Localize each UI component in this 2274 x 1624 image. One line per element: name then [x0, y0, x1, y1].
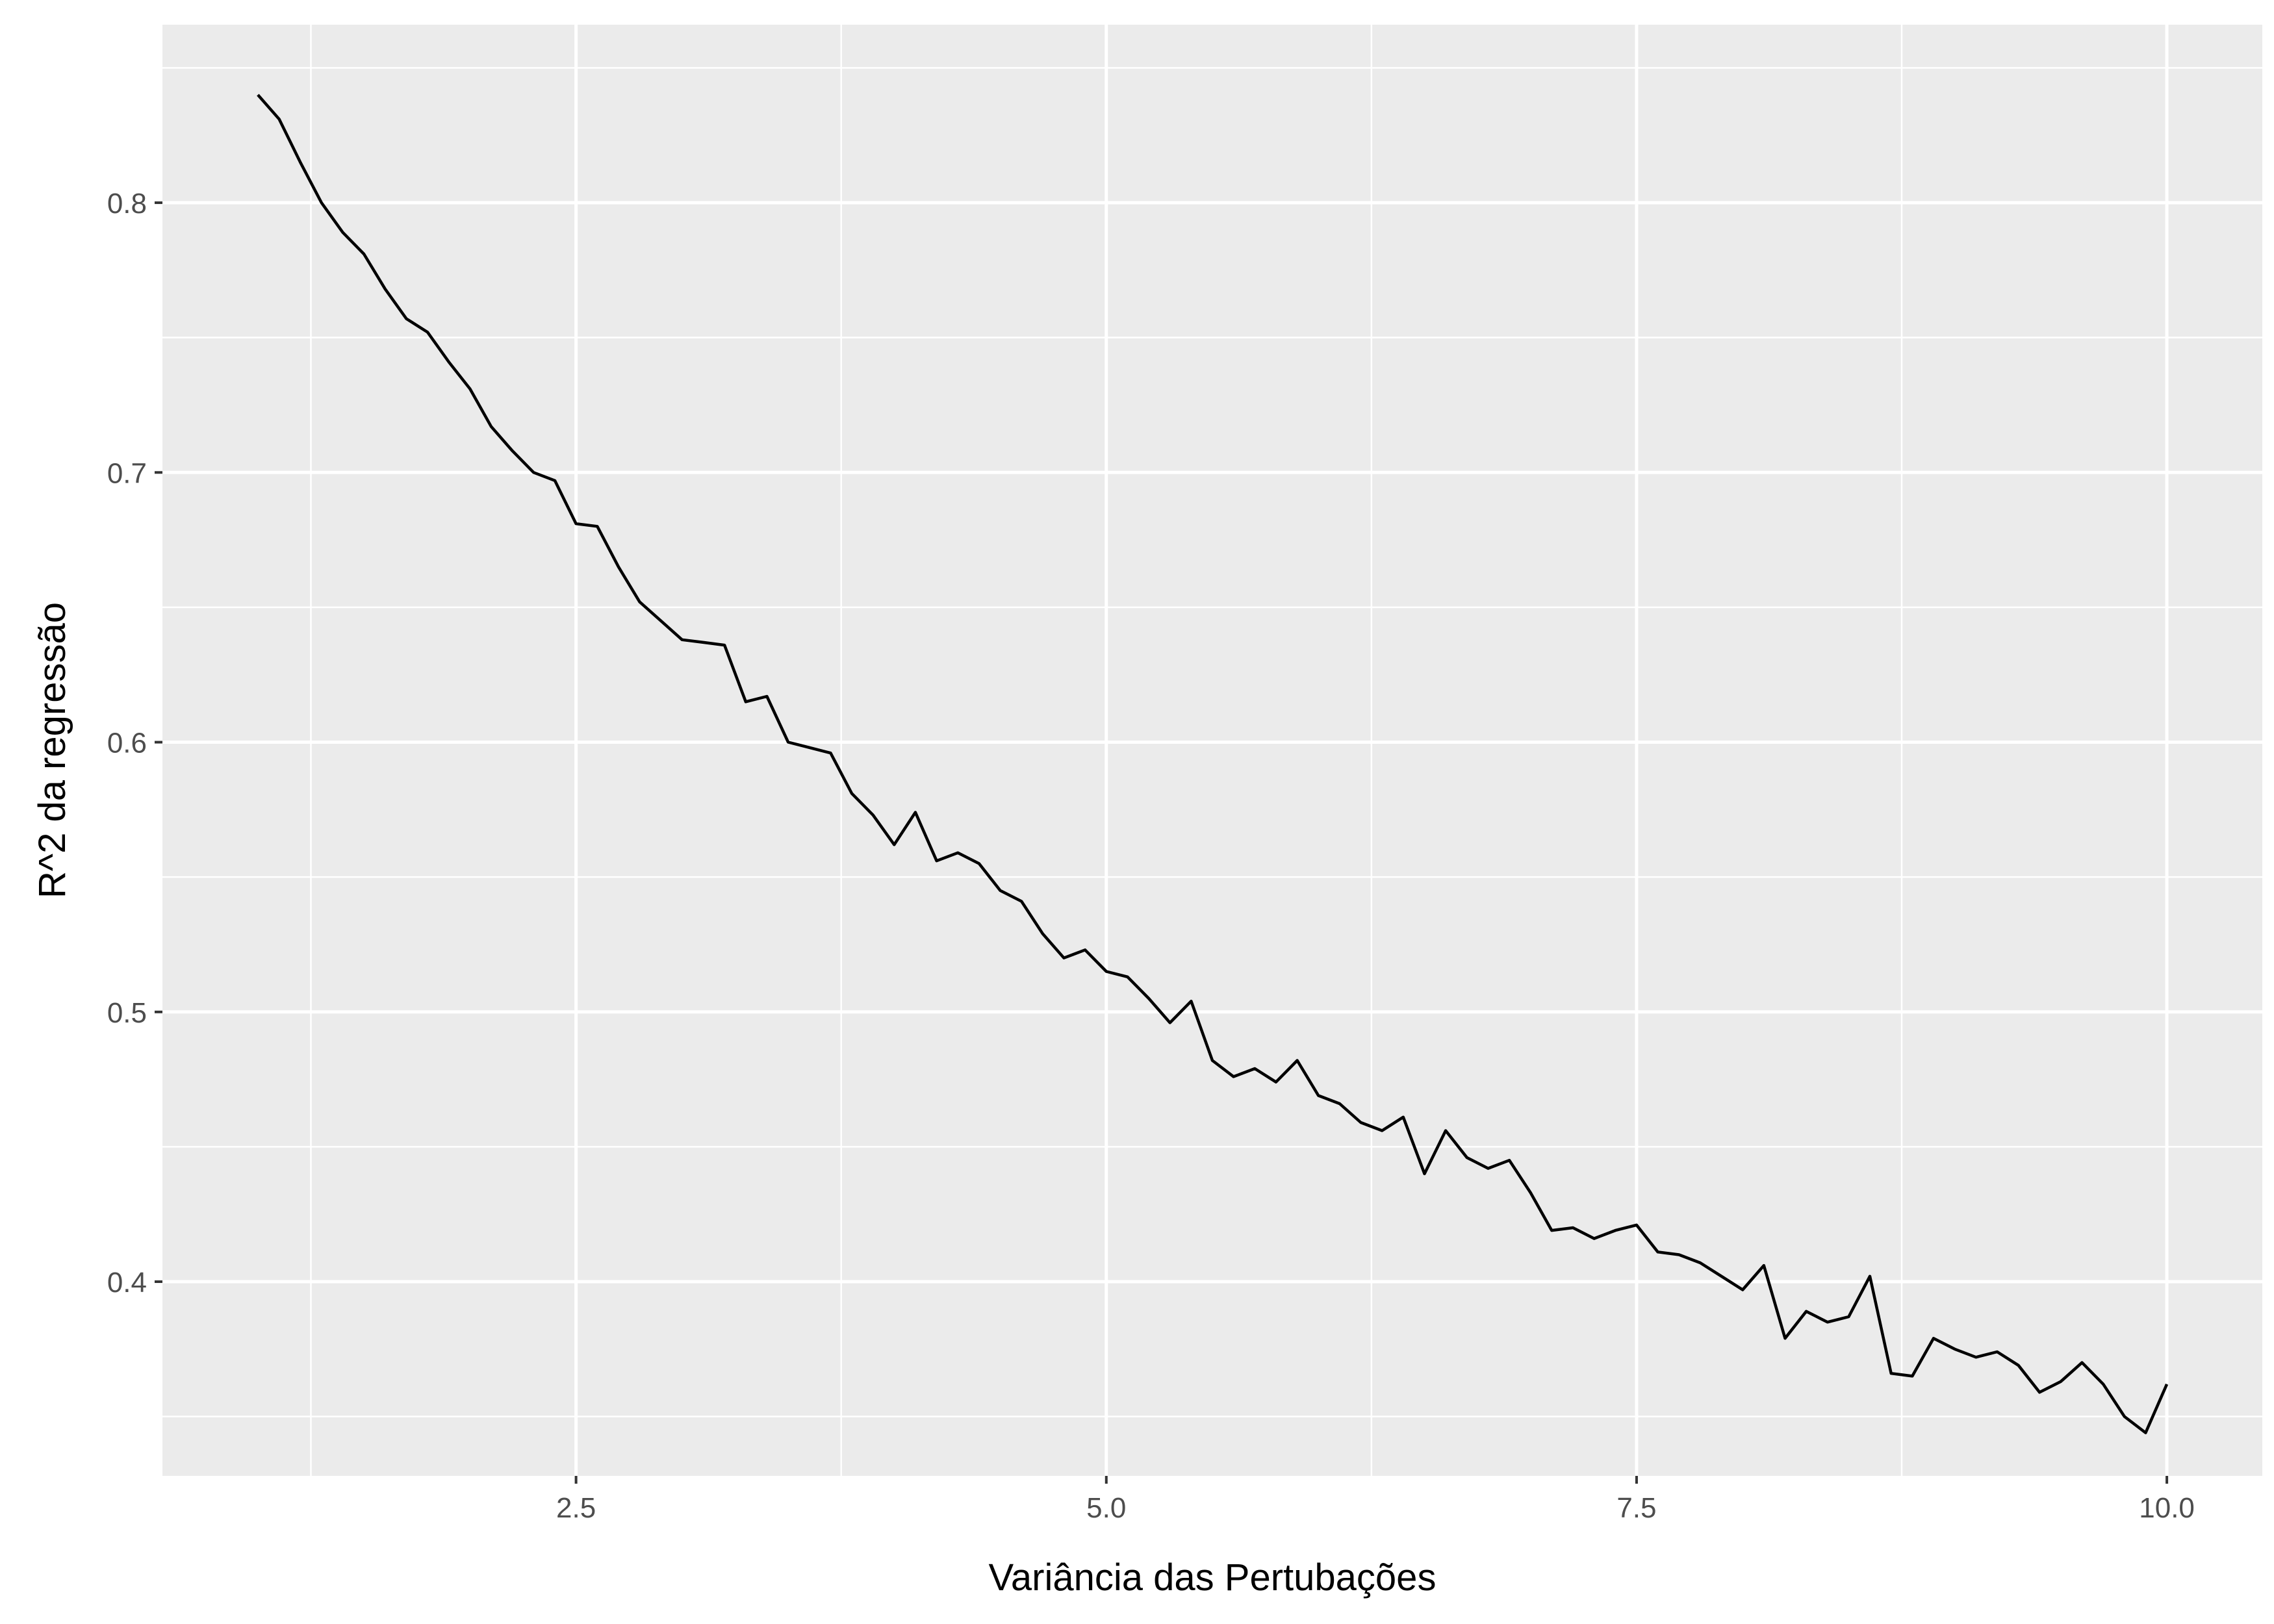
x-axis: 2.5 5.0 7.5 10.0	[556, 1476, 2195, 1524]
x-tick-label: 2.5	[556, 1492, 596, 1524]
x-axis-title: Variância das Pertubações	[989, 1556, 1437, 1599]
x-tick-label: 10.0	[2139, 1492, 2195, 1524]
y-tick-label: 0.7	[107, 457, 147, 489]
y-tick-label: 0.6	[107, 728, 147, 759]
data-series	[257, 94, 2169, 1434]
series-line	[257, 94, 2169, 1434]
y-tick-label: 0.8	[107, 188, 147, 220]
x-tick-label: 5.0	[1086, 1492, 1126, 1524]
x-tick-label: 7.5	[1616, 1492, 1656, 1524]
plot-panel	[162, 25, 2262, 1476]
y-axis-title: R^2 da regressão	[31, 602, 73, 898]
major-gridlines	[162, 25, 2262, 1476]
y-axis: 0.4 0.5 0.6 0.7 0.8	[107, 188, 162, 1299]
y-tick-label: 0.5	[107, 997, 147, 1029]
y-tick-label: 0.4	[107, 1267, 147, 1299]
minor-gridlines	[162, 25, 2262, 1476]
